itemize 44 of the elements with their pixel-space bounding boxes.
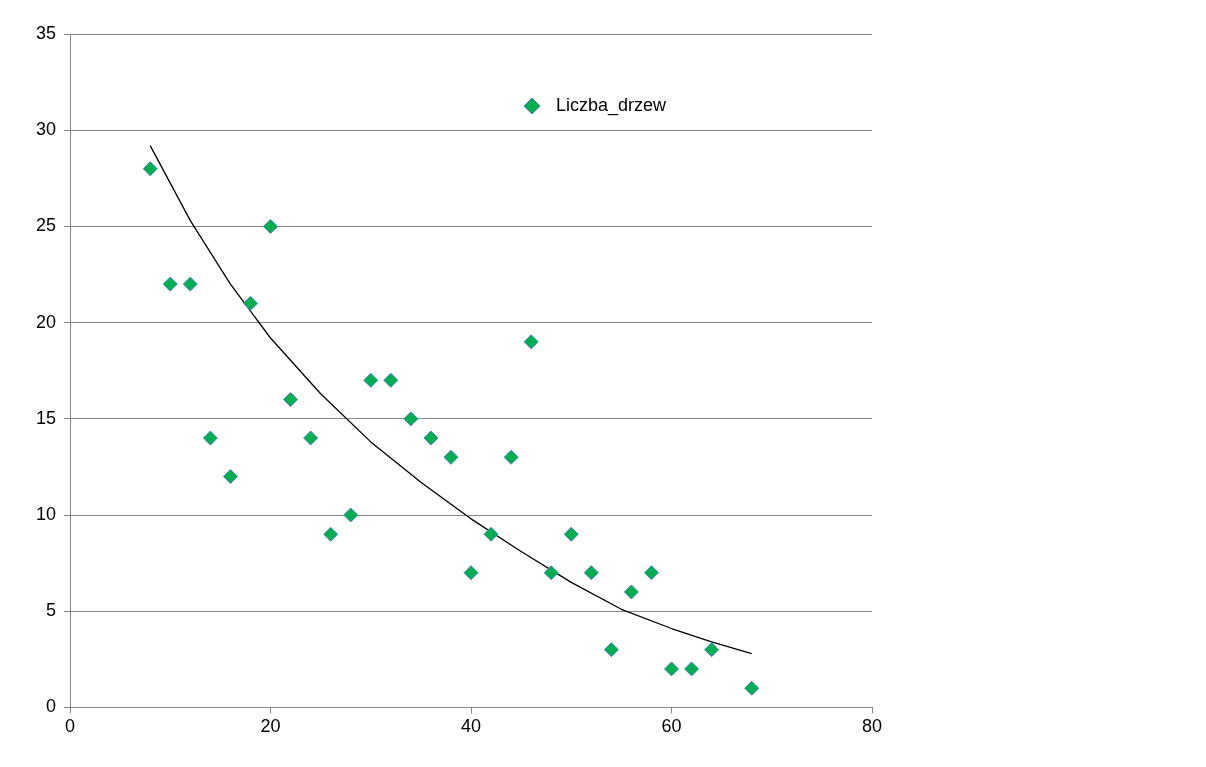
y-tick-label: 0	[46, 696, 57, 717]
y-tick-label: 5	[46, 600, 57, 621]
point	[623, 584, 639, 600]
point	[363, 372, 379, 388]
point	[182, 276, 198, 292]
y-tick-label: 15	[35, 407, 57, 428]
point	[383, 372, 399, 388]
point	[142, 161, 158, 177]
point	[744, 680, 760, 696]
point	[704, 642, 720, 658]
point	[242, 295, 258, 311]
y-tick-label: 10	[35, 503, 57, 524]
point	[543, 565, 559, 581]
point	[283, 392, 299, 408]
point	[463, 565, 479, 581]
x-tick-label: 20	[260, 716, 281, 737]
point	[583, 565, 599, 581]
y-tick-label: 25	[35, 215, 57, 236]
y-tick-label: 35	[35, 22, 57, 43]
point	[162, 276, 178, 292]
point	[483, 526, 499, 542]
point	[263, 218, 279, 234]
point	[503, 449, 519, 465]
point	[423, 430, 439, 446]
point	[664, 661, 680, 677]
x-tick-label: 60	[661, 716, 682, 737]
point	[403, 411, 419, 427]
x-tick-label: 0	[65, 716, 76, 737]
point	[643, 565, 659, 581]
y-tick-label: 20	[35, 311, 57, 332]
point	[202, 430, 218, 446]
point	[303, 430, 319, 446]
x-tick-label: 80	[861, 716, 883, 737]
point	[222, 469, 238, 485]
point	[343, 507, 359, 523]
point	[684, 661, 700, 677]
point	[323, 526, 339, 542]
point	[563, 526, 579, 542]
point	[443, 449, 459, 465]
x-tick-label: 40	[461, 716, 482, 737]
legend-label: Liczba_drzew	[556, 94, 668, 116]
point	[603, 642, 619, 658]
point	[523, 334, 539, 350]
y-tick-label: 30	[35, 119, 57, 140]
